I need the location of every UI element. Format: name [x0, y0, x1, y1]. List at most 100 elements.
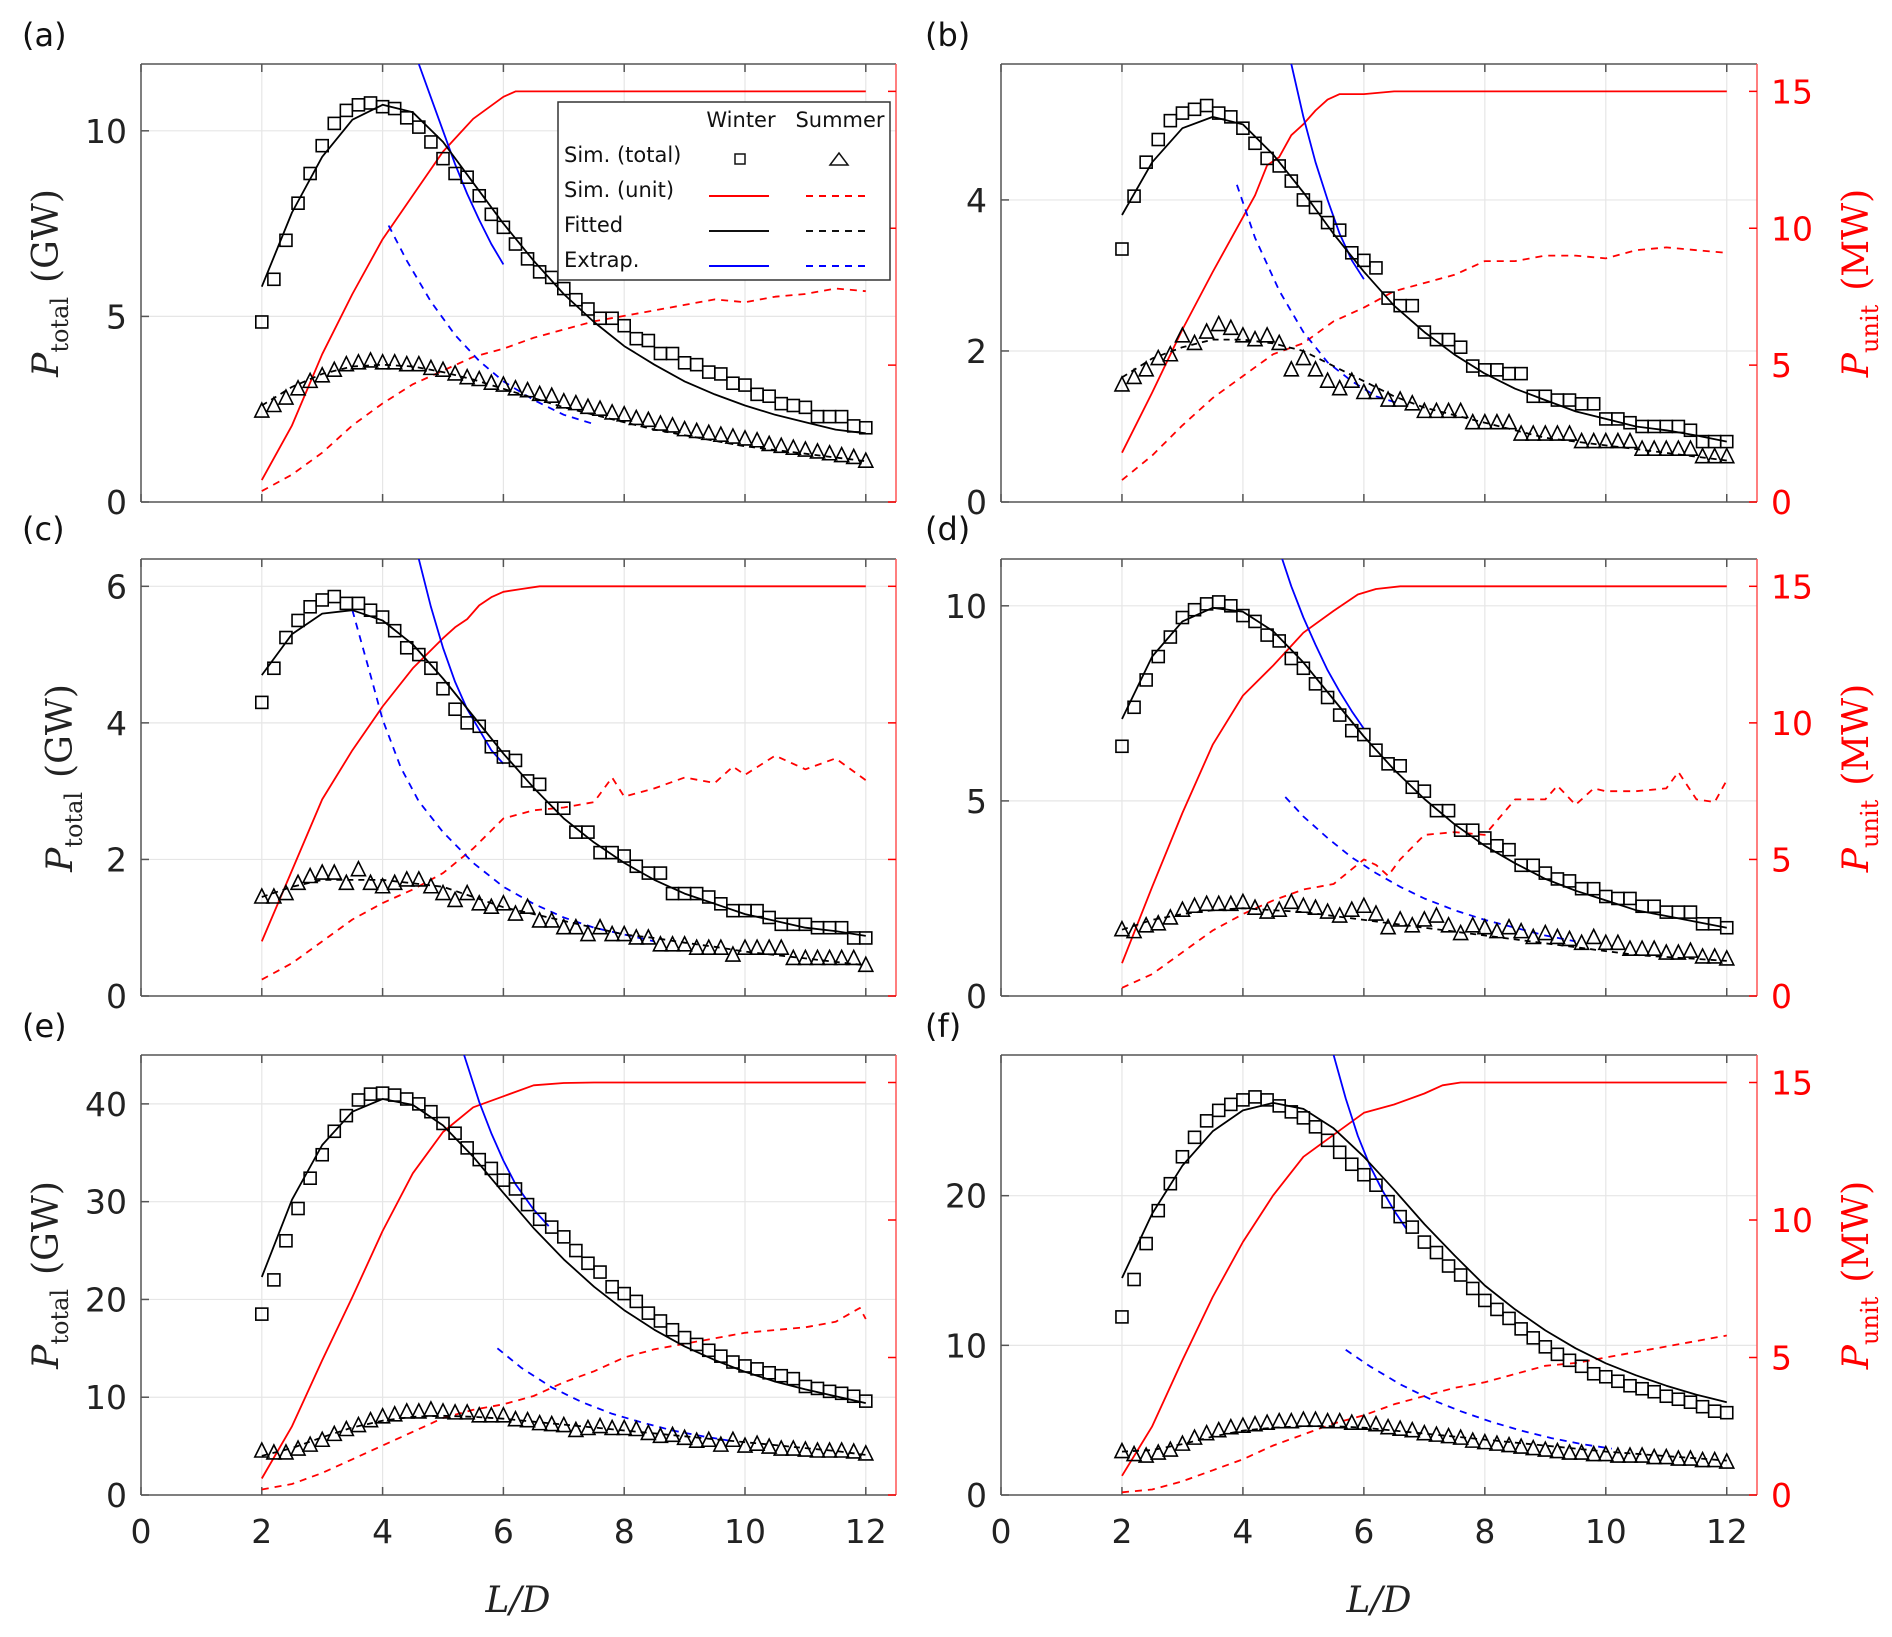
winter-total-marker — [255, 315, 269, 329]
summer-total-marker — [422, 358, 440, 376]
summer-total-marker — [772, 938, 790, 956]
summer-total-marker — [1706, 947, 1723, 964]
summer-total-marker — [277, 388, 295, 405]
winter-total-marker — [1236, 121, 1250, 135]
summer-total-marker — [543, 1414, 561, 1432]
summer-total-marker — [1524, 424, 1542, 441]
winter-total-marker — [1211, 1103, 1226, 1118]
summer-total-marker — [446, 364, 464, 381]
square-marker-icon — [734, 153, 746, 165]
y2-tick-label: 5 — [1771, 346, 1792, 385]
summer-total-marker — [1246, 1414, 1264, 1432]
winter-total-marker — [556, 281, 571, 296]
winter-total-marker — [1224, 110, 1238, 124]
summer-total-marker — [688, 938, 705, 956]
summer-total-marker — [1210, 1420, 1228, 1438]
winter-total-marker — [1320, 1133, 1335, 1148]
summer-total-marker — [652, 1426, 669, 1444]
summer-total-marker — [1561, 424, 1578, 441]
winter-total-marker — [1647, 419, 1661, 434]
winter-total-marker — [291, 196, 305, 210]
winter-total-marker — [1369, 743, 1383, 757]
winter-total-marker — [834, 409, 849, 424]
x-tick-label: 12 — [845, 1512, 887, 1551]
summer-total-marker — [712, 425, 730, 442]
summer-total-marker — [1295, 348, 1312, 366]
winter-total-marker — [255, 695, 269, 710]
summer-total-marker — [1500, 1435, 1518, 1453]
winter-total-marker — [1453, 1268, 1468, 1282]
summer-total-marker — [1633, 1446, 1651, 1463]
summer-total-marker — [1367, 904, 1385, 921]
winter-total-marker — [556, 1230, 571, 1244]
x-tick-label: 12 — [1706, 1512, 1748, 1551]
winter-total-marker — [1623, 891, 1637, 906]
summer-total-marker — [1174, 326, 1191, 343]
winter-total-marker — [677, 356, 692, 370]
y-axis-title-left-a: Ptotal(GW) — [26, 189, 74, 378]
summer-total-marker — [483, 1406, 500, 1423]
winter-total-marker — [581, 1256, 595, 1271]
summer-total-marker — [1222, 318, 1240, 336]
summer-total-marker — [1186, 333, 1203, 351]
winter-total-marker — [1671, 905, 1686, 919]
winter-total-marker — [1707, 1404, 1722, 1418]
winter-total-marker — [339, 596, 354, 611]
winter-total-marker — [1719, 1405, 1734, 1420]
summer-total-marker — [1706, 446, 1723, 464]
y-axis-title-right-f: Punit(MW) — [1836, 1181, 1884, 1370]
winter-total-marker — [1429, 1245, 1444, 1260]
winter-total-marker — [436, 681, 450, 696]
summer-unit-line — [1121, 1334, 1727, 1494]
summer-total-marker — [1113, 375, 1131, 392]
winter-total-marker — [1127, 700, 1141, 715]
summer-total-marker — [700, 1430, 718, 1448]
summer-extrap-line — [1284, 796, 1576, 943]
summer-total-marker — [1379, 917, 1397, 935]
winter-total-marker — [436, 1116, 450, 1131]
summer-total-marker — [1573, 933, 1590, 951]
summer-total-marker — [1331, 378, 1348, 396]
summer-total-marker — [1561, 1443, 1578, 1460]
summer-total-marker — [736, 1436, 754, 1453]
winter-total-marker — [762, 389, 776, 404]
winter-total-marker — [1284, 651, 1299, 666]
winter-total-marker — [846, 419, 861, 433]
summer-total-marker — [1198, 322, 1215, 339]
summer-total-marker — [1706, 1450, 1723, 1468]
summer-total-marker — [1561, 929, 1578, 947]
winter-total-marker — [629, 1294, 644, 1309]
winter-total-marker — [750, 1362, 764, 1376]
winter-total-marker — [327, 116, 342, 131]
winter-total-marker — [1320, 215, 1335, 230]
winter-total-marker — [1719, 920, 1734, 935]
winter-total-marker — [472, 1152, 487, 1167]
summer-total-marker — [301, 866, 319, 884]
winter-total-marker — [1151, 649, 1166, 664]
summer-total-marker — [736, 429, 754, 446]
summer-total-marker — [483, 897, 500, 915]
summer-total-marker — [289, 1439, 307, 1456]
winter-unit-line — [260, 585, 866, 942]
x-tick-label: 4 — [1232, 1512, 1253, 1551]
panel-label: (d) — [925, 510, 970, 548]
winter-total-marker — [339, 1108, 354, 1123]
summer-total-marker — [398, 1402, 416, 1419]
winter-total-marker — [1441, 332, 1456, 347]
summer-total-marker — [325, 1424, 343, 1442]
winter-total-marker — [714, 367, 728, 381]
panels: (a)0510(b)024051015(c)0246(d)0510051015(… — [22, 16, 1813, 1551]
winter-total-marker — [520, 252, 535, 266]
winter-total-marker — [689, 357, 704, 372]
winter-total-marker — [1296, 1111, 1311, 1125]
y2-tick-label: 0 — [1771, 977, 1792, 1016]
winter-total-marker — [1562, 393, 1577, 407]
summer-total-marker — [495, 894, 512, 911]
winter-unit-line — [1121, 1081, 1727, 1477]
summer-unit-line — [261, 1307, 867, 1491]
winter-total-marker — [1308, 677, 1323, 691]
summer-total-marker — [1258, 326, 1276, 343]
summer-total-marker — [664, 1425, 681, 1443]
summer-total-marker — [1718, 446, 1736, 464]
winter-total-marker — [1151, 132, 1166, 147]
